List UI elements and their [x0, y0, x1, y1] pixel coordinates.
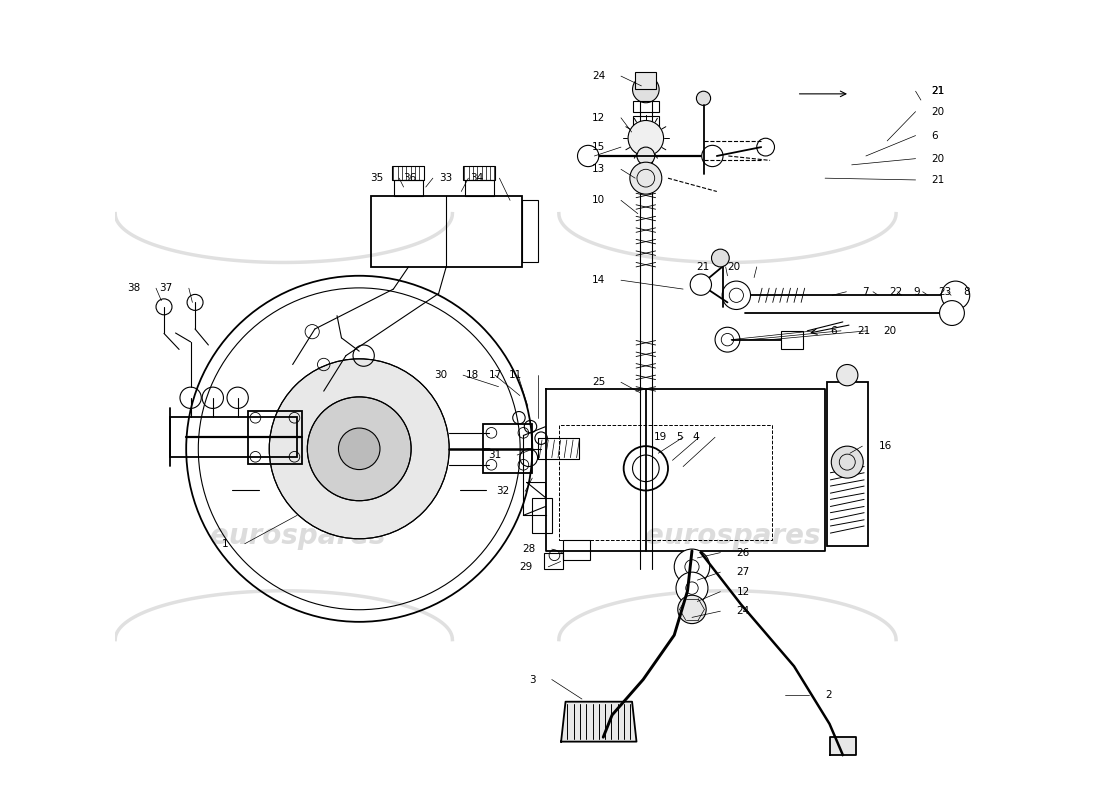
Bar [635, 72, 657, 90]
Text: 12: 12 [736, 586, 749, 597]
Text: 20: 20 [932, 154, 945, 164]
Circle shape [712, 249, 729, 267]
Text: 24: 24 [592, 71, 605, 81]
Bar [563, 540, 590, 560]
Text: 7: 7 [862, 286, 869, 297]
Text: 26: 26 [736, 548, 749, 558]
Circle shape [722, 281, 750, 310]
Text: 21: 21 [932, 86, 945, 96]
Text: 5: 5 [676, 432, 683, 442]
Text: 12: 12 [592, 113, 605, 123]
Circle shape [578, 146, 598, 166]
Bar [463, 166, 495, 180]
Text: 21: 21 [932, 175, 945, 185]
Text: 30: 30 [433, 370, 447, 380]
Text: 25: 25 [592, 378, 605, 387]
Circle shape [702, 146, 723, 166]
Text: 18: 18 [465, 370, 478, 380]
Circle shape [690, 274, 712, 295]
Bar [465, 180, 494, 196]
Bar [781, 330, 803, 349]
Text: 19: 19 [653, 432, 667, 442]
Text: 21: 21 [857, 326, 870, 336]
Circle shape [632, 76, 659, 102]
Text: 4: 4 [692, 432, 700, 442]
Circle shape [942, 281, 970, 310]
Text: 29: 29 [519, 562, 532, 572]
Text: 31: 31 [488, 450, 502, 460]
Circle shape [637, 147, 654, 165]
Circle shape [674, 549, 710, 585]
Bar [632, 101, 659, 112]
Text: 20: 20 [932, 106, 945, 117]
Circle shape [270, 359, 449, 538]
Text: 2: 2 [825, 690, 832, 699]
Text: 20: 20 [728, 262, 740, 272]
Text: 35: 35 [370, 173, 383, 183]
Text: 14: 14 [592, 275, 605, 286]
Text: 24: 24 [736, 606, 749, 616]
Text: 13: 13 [592, 164, 605, 174]
Bar [521, 200, 538, 262]
Bar [393, 166, 425, 180]
Text: 3: 3 [529, 674, 536, 685]
Circle shape [628, 121, 663, 156]
Circle shape [939, 301, 965, 326]
Text: 27: 27 [736, 567, 749, 577]
Bar [532, 498, 552, 533]
Text: eurospares: eurospares [210, 522, 386, 550]
Bar [543, 553, 563, 569]
Circle shape [832, 446, 864, 478]
Text: 21: 21 [932, 86, 945, 96]
Circle shape [837, 365, 858, 386]
Circle shape [339, 428, 380, 470]
Text: 32: 32 [496, 486, 509, 496]
Text: 28: 28 [522, 544, 536, 554]
Bar [483, 425, 531, 474]
Circle shape [307, 397, 411, 501]
Text: 11: 11 [508, 370, 521, 380]
Text: 20: 20 [883, 326, 896, 336]
Circle shape [676, 572, 708, 604]
Text: 36: 36 [404, 173, 417, 183]
Text: 9: 9 [914, 286, 921, 297]
Text: 38: 38 [126, 283, 140, 293]
Text: 23: 23 [938, 286, 952, 297]
Text: 34: 34 [470, 173, 483, 183]
Bar [827, 382, 868, 546]
Text: 33: 33 [439, 173, 452, 183]
Text: 8: 8 [964, 286, 970, 297]
Bar [371, 196, 521, 267]
Text: 15: 15 [592, 142, 605, 152]
Text: 1: 1 [222, 538, 229, 549]
Text: 6: 6 [932, 130, 938, 141]
Bar [632, 116, 659, 126]
Text: 10: 10 [592, 195, 605, 206]
Bar [170, 418, 297, 458]
Text: 16: 16 [878, 441, 892, 451]
Polygon shape [829, 737, 856, 755]
Text: 22: 22 [889, 286, 902, 297]
Bar [559, 425, 772, 540]
Text: 17: 17 [488, 370, 502, 380]
Text: 37: 37 [160, 283, 173, 293]
Text: 21: 21 [696, 262, 710, 272]
Polygon shape [561, 702, 637, 742]
Circle shape [696, 91, 711, 106]
Bar [249, 410, 301, 464]
Text: 6: 6 [830, 326, 837, 336]
Circle shape [715, 327, 740, 352]
Circle shape [630, 162, 662, 194]
Circle shape [678, 595, 706, 624]
Text: eurospares: eurospares [645, 522, 821, 550]
Bar [394, 180, 422, 196]
